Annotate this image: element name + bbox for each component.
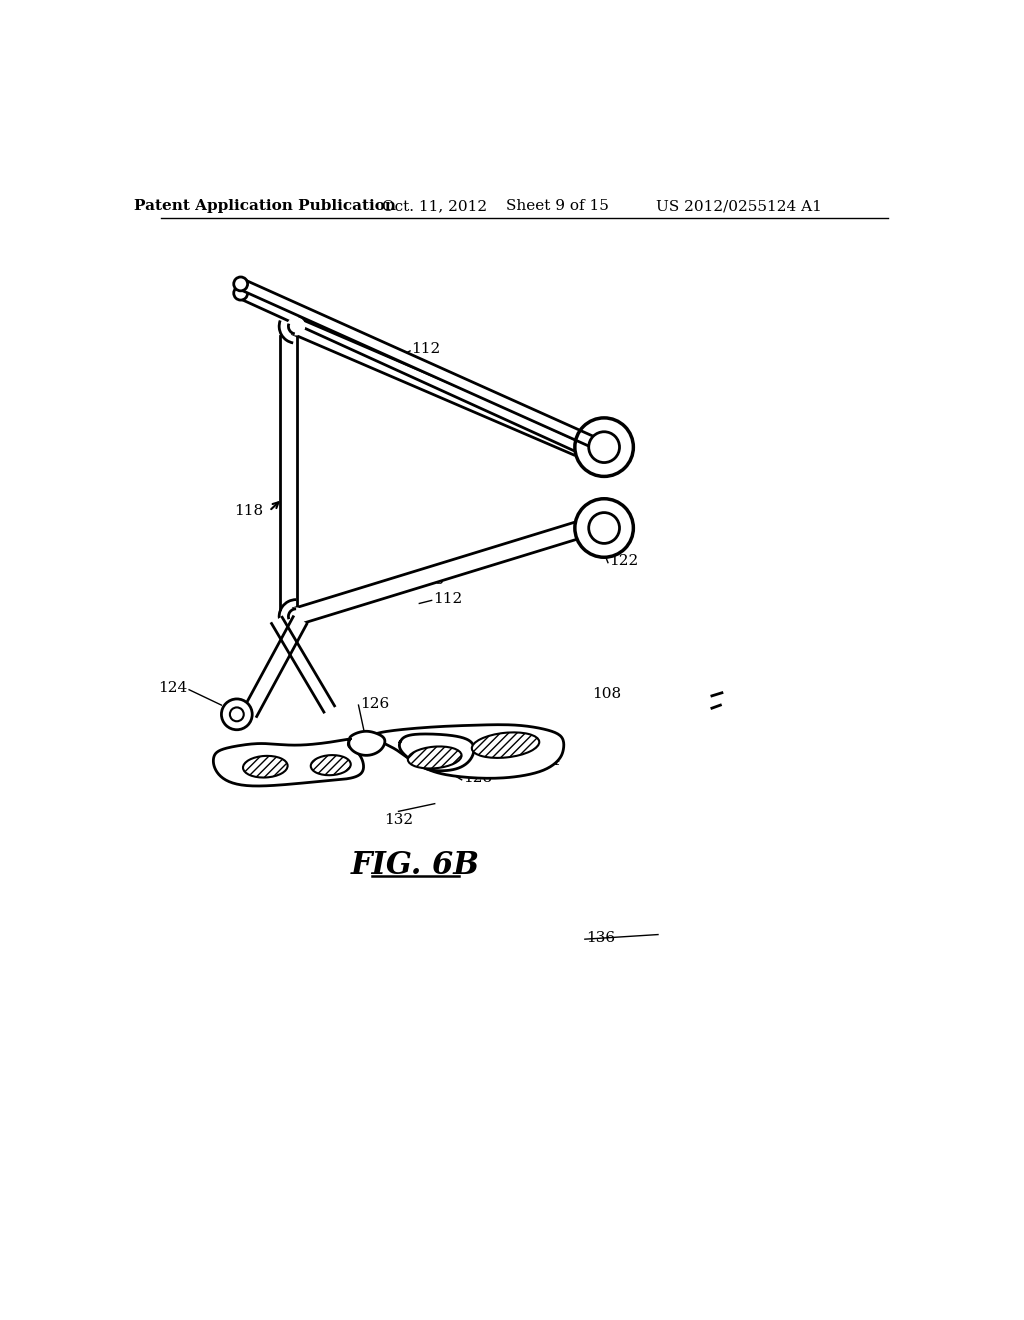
Polygon shape <box>349 731 385 755</box>
Text: Sheet 9 of 15: Sheet 9 of 15 <box>507 199 609 213</box>
Text: 132: 132 <box>384 813 413 826</box>
Text: 112: 112 <box>412 342 441 356</box>
Text: US 2012/0255124 A1: US 2012/0255124 A1 <box>656 199 822 213</box>
Text: 112: 112 <box>433 591 463 606</box>
Text: 122: 122 <box>609 554 639 568</box>
Circle shape <box>288 609 304 626</box>
Circle shape <box>589 432 620 462</box>
Text: 136: 136 <box>587 931 615 945</box>
Polygon shape <box>239 279 611 454</box>
Text: 118: 118 <box>233 504 263 517</box>
Polygon shape <box>239 288 611 466</box>
Polygon shape <box>213 739 364 785</box>
Polygon shape <box>243 616 307 717</box>
Text: 134: 134 <box>531 754 560 767</box>
Text: 130: 130 <box>313 766 343 780</box>
Circle shape <box>233 286 248 300</box>
Text: 126: 126 <box>360 697 389 710</box>
Polygon shape <box>293 318 581 455</box>
Circle shape <box>574 418 634 477</box>
Circle shape <box>589 512 620 544</box>
Polygon shape <box>376 725 564 779</box>
Polygon shape <box>280 335 297 609</box>
Text: Patent Application Publication: Patent Application Publication <box>134 199 396 213</box>
Text: 108: 108 <box>593 686 622 701</box>
Circle shape <box>574 499 634 557</box>
Text: 138: 138 <box>416 573 444 587</box>
Circle shape <box>233 277 248 290</box>
Circle shape <box>288 318 304 335</box>
Ellipse shape <box>243 756 288 777</box>
Ellipse shape <box>408 747 462 768</box>
Text: FIG. 6B: FIG. 6B <box>351 850 480 880</box>
Text: Oct. 11, 2012: Oct. 11, 2012 <box>382 199 487 213</box>
Text: 128: 128 <box>463 771 493 785</box>
Polygon shape <box>294 523 580 624</box>
Polygon shape <box>399 734 474 771</box>
Polygon shape <box>271 618 335 711</box>
Circle shape <box>221 700 252 730</box>
Text: 124: 124 <box>159 681 187 696</box>
Ellipse shape <box>472 733 540 758</box>
Circle shape <box>230 708 244 721</box>
Ellipse shape <box>310 755 351 775</box>
